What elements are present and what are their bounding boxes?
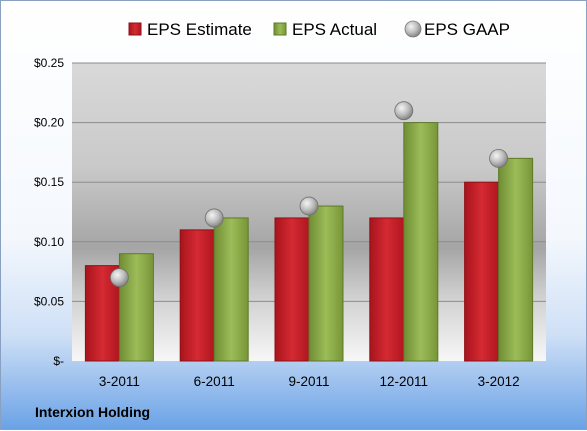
bar-eps-actual (213, 217, 249, 362)
gaap-marker (204, 208, 224, 228)
gaap-marker (394, 101, 414, 121)
legend-label-eps-estimate: EPS Estimate (147, 20, 252, 39)
bar-eps-actual (308, 205, 344, 362)
y-tick-label: $0.15 (34, 175, 64, 189)
legend-swatch-eps-actual (273, 22, 287, 36)
y-tick-label: $0.25 (34, 56, 64, 70)
y-tick-label: $0.10 (34, 235, 64, 249)
x-axis: 3-2011 6-2011 9-2011 12-2011 3-2012 (99, 374, 520, 389)
y-axis: $- $0.05 $0.10 $0.15 $0.20 $0.25 (34, 56, 64, 368)
legend-swatch-eps-gaap (404, 20, 422, 38)
gaap-marker (299, 196, 319, 216)
y-tick-label: $0.05 (34, 294, 64, 308)
company-name: Interxion Holding (35, 404, 151, 420)
x-tick-label: 3-2012 (478, 374, 520, 389)
gaap-marker (489, 148, 509, 168)
bar-eps-actual (498, 157, 534, 362)
y-tick-label: $- (53, 354, 64, 368)
bar-eps-estimate (274, 217, 310, 362)
bar-eps-actual (403, 122, 439, 362)
gaap-marker (110, 268, 129, 287)
x-tick-label: 12-2011 (380, 374, 429, 389)
y-tick-label: $0.20 (34, 116, 64, 130)
legend-label-eps-gaap: EPS GAAP (424, 20, 510, 39)
bar-eps-estimate (369, 217, 405, 362)
x-tick-label: 6-2011 (194, 374, 235, 389)
legend: EPS Estimate EPS Actual EPS GAAP (128, 20, 510, 39)
bar-eps-estimate (179, 229, 215, 362)
bar-eps-estimate (464, 181, 500, 362)
x-tick-label: 3-2011 (99, 374, 140, 389)
gaap-markers (110, 101, 509, 287)
legend-swatch-eps-estimate (128, 22, 142, 36)
x-tick-label: 9-2011 (288, 374, 329, 389)
legend-label-eps-actual: EPS Actual (292, 20, 377, 39)
